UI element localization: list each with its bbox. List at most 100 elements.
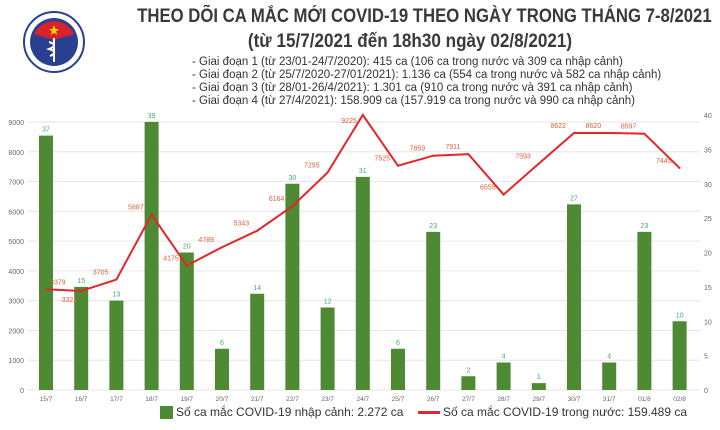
- bar: [320, 307, 335, 390]
- bar-label: 6: [220, 340, 224, 347]
- bar: [144, 121, 159, 390]
- x-axis-tick: 17/7: [110, 396, 123, 403]
- x-axis-tick: 19/7: [180, 396, 193, 403]
- ministry-of-health-logo: [23, 11, 85, 73]
- x-axis-tick: 29/7: [532, 396, 545, 403]
- bar: [637, 231, 652, 390]
- x-axis-tick: 24/7: [356, 396, 369, 403]
- line-label: 3705: [93, 270, 109, 277]
- line-label: 5343: [234, 221, 250, 228]
- line-label: 7295: [304, 163, 320, 170]
- bar-label: 6: [396, 340, 400, 347]
- bar: [250, 293, 265, 390]
- right-axis-tick: 40: [704, 113, 712, 120]
- line-point: [326, 171, 329, 174]
- bar-label: 23: [429, 223, 437, 230]
- legend-label-imported: Số ca mắc COVID-19 nhập cảnh: 2.272 ca: [176, 405, 404, 419]
- bar: [179, 252, 194, 390]
- left-axis-tick: 4000: [8, 269, 24, 276]
- x-axis-tick: 21/7: [251, 396, 264, 403]
- phase-1-note: - Giai đoạn 1 (từ 23/01-24/7/2020): 415 …: [192, 56, 623, 68]
- bar: [567, 204, 581, 390]
- line-label: 7525: [374, 156, 390, 163]
- line-point: [80, 290, 83, 292]
- right-axis-tick: 25: [704, 216, 712, 223]
- line-label: 4789: [198, 237, 214, 244]
- legend-bar-swatch: [160, 405, 173, 419]
- line-label: 8620: [586, 123, 602, 130]
- bar: [215, 348, 229, 390]
- phase-3-note: - Giai đoạn 3 (từ 28/01-26/4/2021): 1.30…: [192, 82, 633, 94]
- left-axis-tick: 0: [20, 388, 24, 395]
- line-point: [643, 132, 646, 135]
- left-axis-tick: 7000: [8, 180, 24, 187]
- line-point: [221, 246, 223, 249]
- x-axis-tick: 15/7: [40, 396, 53, 403]
- bar: [602, 362, 617, 390]
- line-point: [115, 278, 118, 281]
- line-label: 6164: [269, 196, 285, 203]
- bar: [285, 183, 300, 390]
- legend-line-swatch: [418, 410, 440, 414]
- legend-item-domestic: Số ca mắc COVID-19 trong nước: 159.489 c…: [418, 405, 687, 419]
- bar: [391, 348, 405, 390]
- right-axis-tick: 0: [704, 388, 708, 395]
- right-axis-tick: 35: [704, 147, 712, 154]
- x-axis-tick: 01/8: [638, 396, 651, 403]
- bar: [426, 231, 441, 390]
- chart-title: THEO DÕI CA MẮC MỚI COVID-19 THEO NGÀY T…: [137, 6, 712, 27]
- bar-label: 37: [42, 127, 50, 134]
- line-point: [678, 167, 681, 170]
- line-label: 6555: [480, 185, 496, 192]
- bar-label: 39: [148, 113, 156, 120]
- bar-label: 10: [676, 312, 684, 319]
- bar: [109, 300, 124, 390]
- left-axis-tick: 5000: [8, 239, 24, 246]
- line-point: [185, 264, 188, 267]
- line-label: 4175: [163, 256, 179, 263]
- line-label: 3321: [62, 297, 78, 304]
- bar-label: 23: [641, 223, 649, 230]
- x-axis-tick: 18/7: [145, 396, 158, 403]
- bar-label: 27: [570, 195, 578, 202]
- bar: [531, 383, 546, 390]
- bar-label: 12: [324, 299, 332, 306]
- bar: [74, 286, 89, 390]
- x-axis-tick: 30/7: [568, 396, 581, 403]
- left-axis-tick: 6000: [8, 209, 24, 216]
- line-label: 7445: [656, 158, 672, 165]
- left-axis-tick: 2000: [8, 328, 24, 335]
- bar-label: 4: [607, 354, 611, 361]
- line-point: [397, 164, 399, 167]
- bar: [672, 321, 687, 390]
- line-label: 9225: [341, 118, 357, 125]
- x-axis-tick: 26/7: [427, 396, 440, 403]
- bar-label: 20: [183, 244, 191, 251]
- bar-label: 13: [113, 292, 121, 299]
- bar-label: 15: [77, 278, 85, 285]
- line-point: [361, 114, 364, 116]
- x-axis-tick: 23/7: [321, 396, 334, 403]
- x-axis-tick: 02/8: [673, 396, 686, 403]
- line-point: [45, 288, 47, 291]
- x-axis-tick: 22/7: [286, 396, 299, 403]
- line-label: 8622: [550, 123, 566, 130]
- bar: [39, 135, 53, 390]
- line-point: [537, 162, 540, 165]
- x-axis-tick: 25/7: [392, 396, 405, 403]
- left-axis-tick: 9000: [8, 120, 24, 127]
- x-axis-tick: 28/7: [497, 396, 510, 403]
- line-point: [502, 193, 505, 196]
- bar: [355, 176, 370, 390]
- right-axis-tick: 15: [704, 285, 712, 292]
- line-point: [150, 213, 153, 216]
- legend-item-imported: Số ca mắc COVID-19 nhập cảnh: 2.272 ca: [160, 405, 403, 419]
- chart-subtitle: (từ 15/7/2021 đến 18h30 ngày 02/8/2021): [247, 31, 573, 52]
- bar: [496, 362, 511, 390]
- line-label: 5887: [128, 205, 144, 212]
- left-axis-tick: 1000: [8, 358, 24, 365]
- right-axis-tick: 30: [704, 182, 712, 189]
- line-point: [432, 154, 435, 157]
- bar: [461, 376, 476, 390]
